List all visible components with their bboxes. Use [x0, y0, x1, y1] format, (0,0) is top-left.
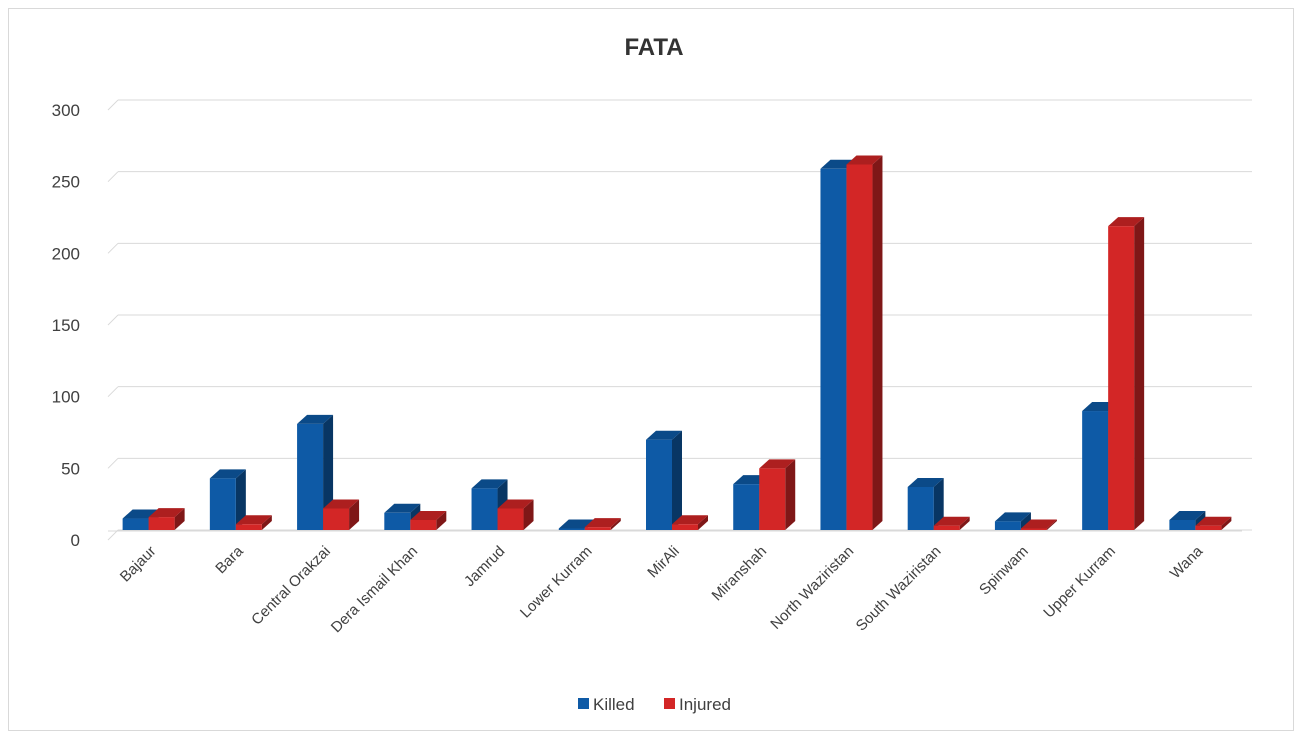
- x-tick-label: Lower Kurram: [517, 543, 596, 622]
- legend: Killed Injured: [578, 695, 731, 714]
- gridline-depth: [107, 171, 119, 183]
- x-tick-label: South Waziristan: [853, 543, 945, 635]
- y-axis-ticks: 0 50 100 150 200 250 300: [52, 101, 80, 550]
- bar-injured: [759, 459, 796, 530]
- legend-label: Killed: [593, 695, 635, 714]
- legend-item-injured: Injured: [664, 695, 731, 714]
- x-tick-label: North Waziristan: [767, 543, 857, 633]
- legend-swatch: [664, 698, 675, 709]
- bar-injured: [584, 518, 621, 530]
- bars: [122, 155, 1232, 531]
- bar-injured: [1108, 217, 1145, 530]
- x-tick-label: Miranshah: [709, 543, 771, 605]
- bar-injured: [846, 155, 883, 530]
- bar-killed: [297, 414, 334, 530]
- chart-title: FATA: [624, 34, 683, 61]
- x-tick-label: Bara: [212, 542, 247, 577]
- bar-injured: [235, 515, 272, 530]
- y-tick-label: 150: [52, 316, 80, 335]
- bar-injured: [323, 499, 360, 530]
- bar-injured: [1195, 516, 1232, 530]
- gridline-depth: [107, 529, 119, 541]
- gridline-depth: [107, 242, 119, 254]
- bar-killed: [994, 512, 1031, 530]
- x-tick-label: Bajaur: [117, 543, 160, 586]
- bar-killed: [471, 479, 508, 530]
- y-tick-label: 250: [52, 173, 80, 192]
- legend-swatch: [578, 698, 589, 709]
- bar-injured: [410, 510, 447, 530]
- bar-injured: [497, 499, 534, 530]
- bar-injured: [148, 508, 185, 530]
- bar-injured: [933, 516, 970, 530]
- x-tick-label: Central Orakzai: [248, 543, 334, 629]
- x-tick-label: Wana: [1167, 542, 1207, 582]
- y-tick-label: 0: [71, 531, 80, 550]
- gridline-depth: [107, 386, 119, 398]
- bar-killed: [209, 469, 246, 530]
- bar-killed: [907, 478, 944, 530]
- y-tick-label: 300: [52, 101, 80, 120]
- gridline-depth: [107, 457, 119, 469]
- y-tick-label: 200: [52, 244, 80, 263]
- legend-label: Injured: [679, 695, 731, 714]
- bar-killed: [646, 430, 682, 530]
- bar-injured: [1020, 519, 1057, 530]
- y-tick-label: 100: [52, 388, 80, 407]
- x-tick-label: Dera Ismail Khan: [328, 543, 421, 636]
- gridline-depth: [107, 99, 119, 111]
- x-tick-label: Spinwam: [976, 543, 1032, 599]
- x-tick-label: MirAli: [644, 543, 683, 582]
- gridline-depth: [107, 314, 119, 326]
- x-tick-label: Upper Kurram: [1040, 543, 1119, 622]
- y-tick-label: 50: [61, 459, 80, 478]
- legend-item-killed: Killed: [578, 695, 635, 714]
- chart-frame: [8, 8, 1294, 731]
- x-tick-label: Jamrud: [461, 543, 508, 590]
- bar-injured: [672, 515, 708, 530]
